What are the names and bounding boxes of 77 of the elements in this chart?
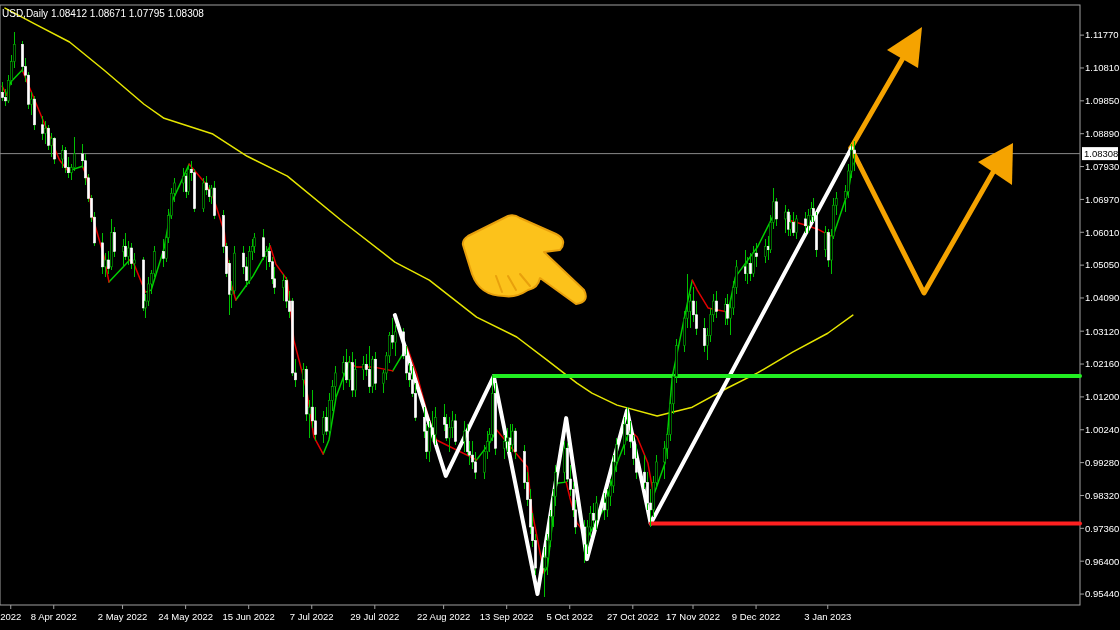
candlestick	[30, 91, 33, 116]
candlestick	[182, 167, 185, 193]
x-tick-label: 5 Oct 2022	[546, 611, 593, 622]
candlestick	[53, 136, 56, 165]
line-series	[392, 146, 854, 597]
line-series	[4, 7, 854, 417]
candlestick	[354, 358, 357, 398]
candlestick	[308, 399, 311, 439]
candlestick	[44, 120, 47, 145]
candlestick	[127, 240, 130, 266]
y-tick-label: 1.05050	[1085, 259, 1120, 271]
candlestick	[454, 413, 457, 446]
y-tick-label: 1.00240	[1085, 424, 1120, 436]
candlestick	[61, 144, 64, 169]
y-tick-label: 1.03120	[1085, 325, 1120, 337]
x-tick-label: 27 Oct 2022	[606, 611, 659, 622]
y-tick-label: 0.95440	[1085, 588, 1120, 600]
y-tick-label: 1.09850	[1085, 95, 1120, 107]
candlestick	[784, 204, 787, 234]
x-tick-label: 13 Sep 2022	[479, 611, 534, 622]
x-tick-label: 29 Jul 2022	[350, 611, 400, 622]
candlestick	[434, 406, 437, 446]
x-tick-label: 17 Nov 2022	[666, 611, 720, 622]
candlestick	[592, 502, 595, 528]
x-tick-label: 2 May 2022	[97, 611, 148, 622]
candlestick	[104, 252, 107, 278]
y-tick-label: 0.97360	[1085, 522, 1120, 534]
y-tick-label: 0.98320	[1085, 489, 1120, 501]
x-tick-label: 15 Jun 2022	[222, 611, 275, 622]
candlestick	[322, 410, 325, 444]
candlestick	[764, 238, 767, 264]
candlestick	[795, 215, 798, 240]
y-tick-label: 1.10810	[1085, 62, 1120, 74]
candlestick	[715, 290, 718, 319]
candlestick	[64, 146, 67, 174]
candlestick	[50, 132, 53, 158]
candlestick	[302, 362, 305, 398]
x-tick-label: 8 Apr 2022	[30, 611, 77, 622]
candlestick	[348, 355, 351, 388]
x-tick-label: 7 Jul 2022	[289, 611, 334, 622]
candlestick	[752, 245, 755, 278]
y-tick-label: 1.06010	[1085, 226, 1120, 238]
y-tick-label: 1.07930	[1085, 160, 1120, 172]
y-tick-label: 1.04090	[1085, 292, 1120, 304]
x-tick-label: 22 Aug 2022	[416, 611, 471, 622]
candlestick	[595, 495, 598, 531]
x-tick-label: 9 Dec 2022	[731, 611, 781, 622]
candlestick	[133, 252, 136, 278]
y-tick-label: 1.08890	[1085, 128, 1120, 140]
candlestick	[374, 351, 377, 391]
y-tick-label: 0.99280	[1085, 456, 1120, 468]
candlestick	[162, 238, 165, 268]
candlestick	[282, 273, 285, 302]
ref-line-label: 1.08308	[1084, 147, 1119, 159]
y-tick-label: 1.02160	[1085, 358, 1120, 370]
candlestick	[362, 355, 365, 381]
x-tick-label: 24 May 2022	[158, 611, 214, 622]
x-tick-label: 3 Jan 2023	[804, 611, 852, 622]
x-tick-label: 2022	[0, 611, 22, 622]
candlestick	[749, 252, 752, 282]
y-tick-label: 1.06970	[1085, 193, 1120, 205]
candlestick	[603, 492, 606, 521]
candlestick	[804, 211, 807, 234]
candlestick	[792, 211, 795, 237]
candlestick	[583, 519, 586, 564]
candlestick	[41, 115, 44, 141]
candlestick	[265, 245, 268, 271]
candlestick	[463, 420, 466, 453]
y-tick-label: 0.96400	[1085, 555, 1120, 567]
candlestick	[824, 225, 827, 258]
candlestick	[1, 81, 4, 102]
candlestick	[514, 427, 517, 460]
candlestick	[775, 197, 778, 227]
candlestick	[101, 232, 104, 275]
candlestick	[342, 355, 345, 391]
y-tick-label: 1.01200	[1085, 391, 1120, 403]
y-tick-label: 1.11770	[1085, 29, 1119, 41]
